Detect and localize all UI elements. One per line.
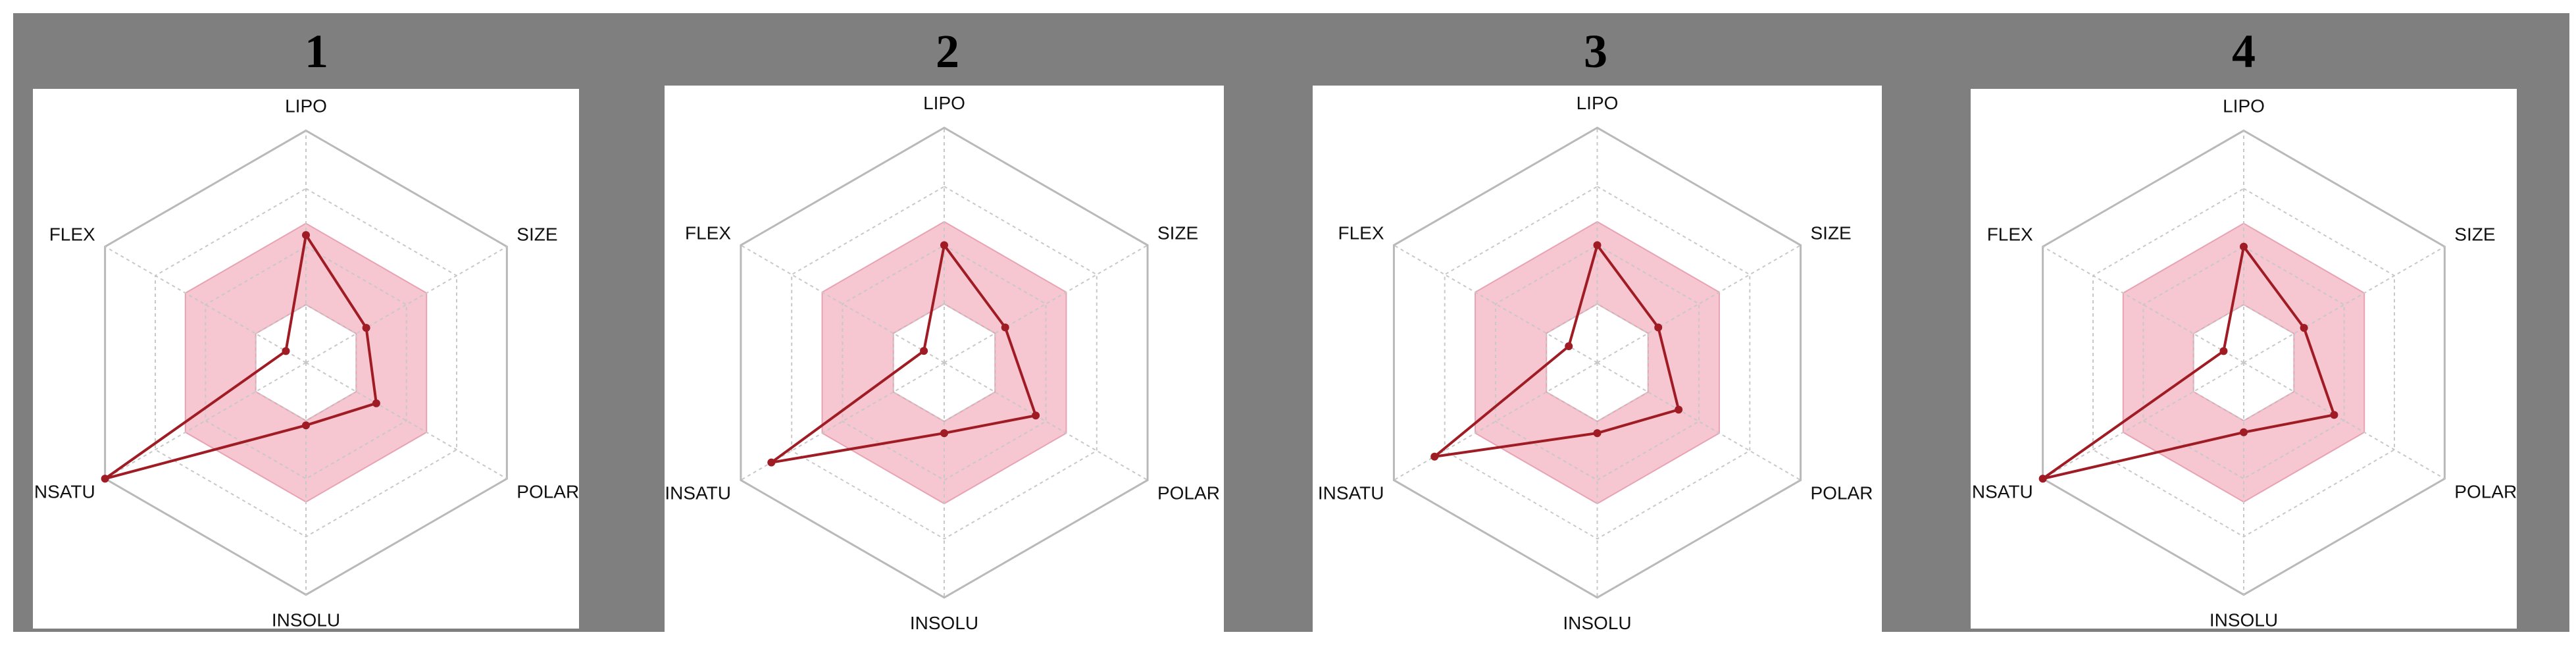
data-point-size	[2300, 324, 2308, 332]
axis-label-flex: FLEX	[49, 224, 95, 245]
panel-title-2: 2	[936, 25, 959, 78]
axis-label-insatu: INSATU	[665, 482, 731, 503]
grid-ring-1	[2192, 303, 2295, 422]
axis-label-lipo: LIPO	[2223, 95, 2265, 116]
data-point-size	[1654, 323, 1663, 332]
radar-chart-4: LIPO SIZE POLAR INSOLU INSATU FLEX	[1971, 95, 2517, 629]
data-point-lipo	[2240, 242, 2248, 251]
data-point-insolu	[2240, 428, 2248, 436]
axis-label-insatu: INSATU	[33, 481, 95, 502]
axis-label-insatu: INSATU	[1971, 481, 2033, 502]
axis-label-polar: POLAR	[517, 481, 579, 502]
radar-plot-2: LIPO SIZE POLAR INSOLU INSATU FLEX	[665, 86, 1224, 632]
axis-label-lipo: LIPO	[923, 93, 965, 113]
radar-plot-3: LIPO SIZE POLAR INSOLU INSATU FLEX	[1313, 86, 1882, 632]
axis-label-insolu: INSOLU	[272, 610, 340, 629]
axis-label-insatu: INSATU	[1318, 482, 1384, 503]
data-point-flex	[920, 347, 928, 355]
axis-label-lipo: LIPO	[1577, 93, 1619, 113]
radar-panel-1: 1 LIPO SIZE POLAR INSOLU INSATU FLEX	[33, 13, 600, 632]
spoke-polar	[2243, 362, 2445, 480]
axis-label-polar: POLAR	[2454, 481, 2517, 502]
data-point-lipo	[302, 231, 310, 240]
panel-title-3: 3	[1584, 25, 1607, 78]
radar-panel-3: 3 LIPO SIZE POLAR INSOLU INSATU FLEX	[1313, 13, 1882, 632]
spoke-insatu	[105, 362, 307, 480]
spoke-size	[305, 246, 507, 363]
grid-ring-3	[791, 186, 1098, 540]
data-point-flex	[282, 347, 290, 355]
data-point-polar	[2330, 411, 2338, 419]
axis-label-flex: FLEX	[1987, 224, 2033, 245]
data-point-polar	[372, 399, 380, 407]
data-point-size	[1001, 323, 1009, 332]
axis-label-size: SIZE	[1810, 223, 1851, 244]
axis-label-polar: POLAR	[1810, 482, 1873, 503]
figure-background: 1 LIPO SIZE POLAR INSOLU INSATU FLEX 2 LIPO SI…	[13, 13, 2569, 632]
grid-ring-4	[740, 126, 1149, 599]
panel-title-4: 4	[2232, 25, 2256, 78]
data-point-insatu	[1430, 452, 1439, 461]
spoke-insatu	[2042, 362, 2244, 480]
axis-label-polar: POLAR	[1157, 482, 1220, 503]
spoke-polar	[305, 362, 507, 480]
axis-label-size: SIZE	[517, 224, 557, 245]
panel-title-1: 1	[305, 25, 328, 78]
data-point-polar	[1032, 411, 1040, 420]
axis-label-lipo: LIPO	[285, 95, 327, 116]
data-point-flex	[1565, 342, 1573, 351]
data-point-lipo	[940, 241, 948, 249]
axis-label-size: SIZE	[1157, 223, 1198, 244]
data-point-insolu	[940, 429, 948, 438]
data-point-flex	[2219, 347, 2228, 355]
data-point-insatu	[101, 475, 109, 483]
data-point-lipo	[1593, 241, 1602, 249]
data-point-insatu	[2038, 475, 2047, 483]
radar-panel-2: 2 LIPO SIZE POLAR INSOLU INSATU FLEX	[665, 13, 1230, 632]
grid-ring-1	[255, 303, 357, 422]
grid-ring-2	[842, 244, 1047, 481]
axis-label-flex: FLEX	[685, 223, 731, 244]
radar-panel-4: 4 LIPO SIZE POLAR INSOLU INSATU FLEX	[1971, 13, 2517, 632]
grid-ring-2	[205, 246, 407, 480]
grid-ring-3	[1444, 186, 1751, 540]
data-point-insolu	[1593, 429, 1602, 438]
spoke-size	[2243, 246, 2445, 363]
axis-label-size: SIZE	[2454, 224, 2495, 245]
data-point-size	[362, 324, 370, 332]
data-point-polar	[1675, 405, 1683, 414]
grid-ring-2	[1494, 244, 1700, 481]
axis-label-flex: FLEX	[1338, 223, 1384, 244]
data-point-insolu	[302, 421, 310, 430]
axis-label-insolu: INSOLU	[1563, 613, 1631, 632]
radar-plot-1: LIPO SIZE POLAR INSOLU INSATU FLEX	[33, 89, 579, 629]
grid-ring-2	[2142, 246, 2345, 480]
grid-ring-4	[1392, 126, 1802, 599]
radar-plot-4: LIPO SIZE POLAR INSOLU INSATU FLEX	[1971, 89, 2517, 629]
radar-chart-3: LIPO SIZE POLAR INSOLU INSATU FLEX	[1318, 93, 1873, 632]
radar-chart-2: LIPO SIZE POLAR INSOLU INSATU FLEX	[665, 93, 1220, 632]
spoke-flex	[105, 246, 307, 363]
radar-chart-1: LIPO SIZE POLAR INSOLU INSATU FLEX	[33, 95, 579, 629]
axis-label-insolu: INSOLU	[910, 613, 978, 632]
axis-label-insolu: INSOLU	[2210, 610, 2278, 629]
spoke-flex	[2042, 246, 2244, 363]
data-point-insatu	[767, 458, 776, 467]
